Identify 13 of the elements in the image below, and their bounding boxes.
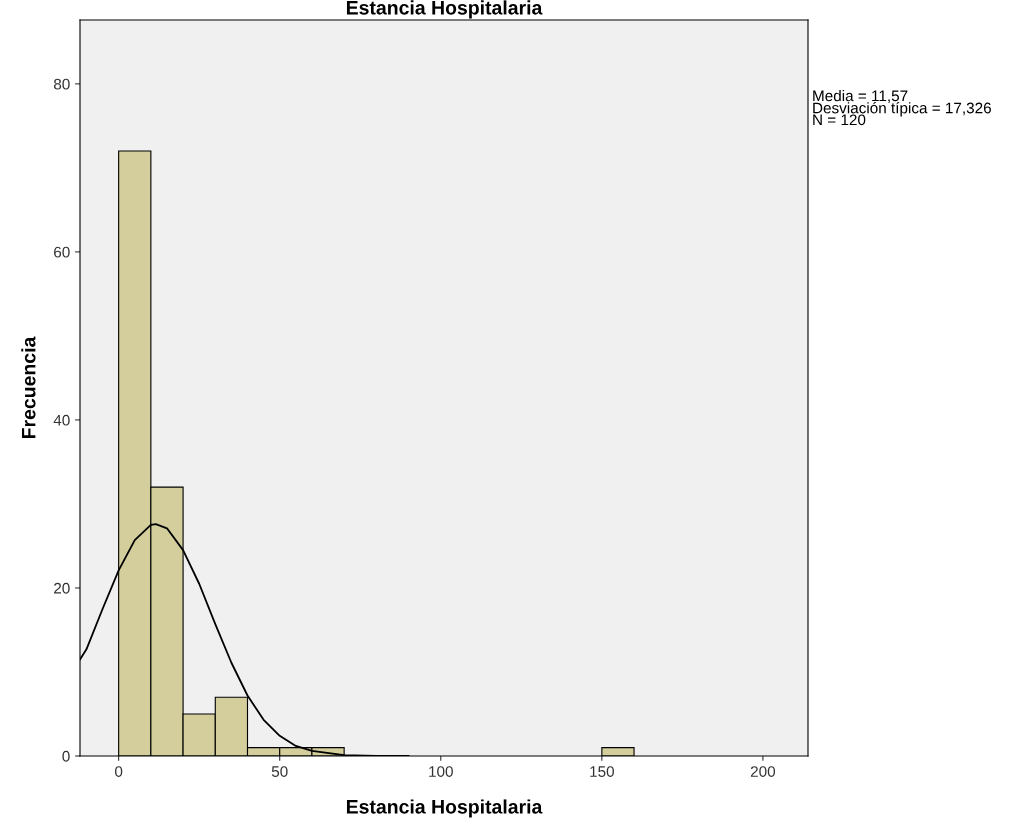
x-tick-label: 50 (271, 766, 288, 777)
x-tick-label: 150 (590, 766, 614, 777)
y-axis-title: Frecuencia (21, 336, 36, 439)
x-axis-title: Estancia Hospitalaria (346, 799, 543, 818)
y-tick-label: 60 (54, 246, 70, 258)
x-tick-label: 0 (115, 766, 123, 777)
x-tick-label: 100 (429, 766, 453, 777)
x-tick-label: 200 (750, 766, 776, 777)
y-tick-label: 40 (53, 414, 70, 426)
chart-title: Estancia Hospitalaria (346, 0, 543, 19)
y-tick-label: 80 (53, 78, 70, 90)
y-tick-label: 0 (62, 750, 70, 762)
y-tick-label: 20 (54, 582, 70, 594)
